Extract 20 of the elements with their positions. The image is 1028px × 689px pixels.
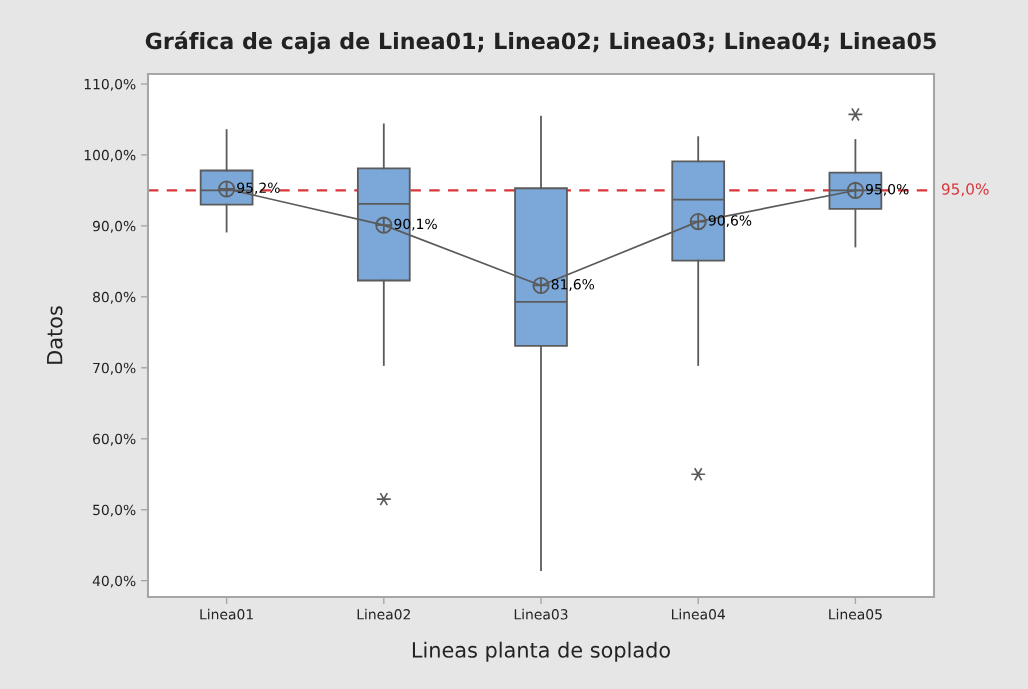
point: [532, 276, 550, 295]
x-axis-title: Lineas planta de soplado: [412, 641, 670, 662]
chart-title: Gráfica de caja de Linea01; Linea02; Linea03; Linea04; Linea05: [145, 31, 936, 54]
y-tick-label: 70,0%: [93, 362, 136, 375]
x-tick-label: Linea04: [672, 608, 725, 620]
y-tick-label: 90,0%: [92, 220, 136, 233]
x-tick-label: Linea03: [514, 608, 568, 620]
y-tick-label: 50,0%: [93, 504, 136, 517]
y-tick-label: 40,0%: [92, 575, 136, 588]
y-tick-label: 80,0%: [93, 291, 136, 304]
x-tick-label: Linea05: [829, 608, 882, 620]
point: [689, 213, 707, 231]
x-tick-label: Linea01: [200, 608, 253, 620]
y-tick-label: 60,0%: [93, 433, 136, 446]
y-axis-title: Datos: [47, 306, 63, 364]
y-tick-label: 110,0%: [84, 78, 136, 91]
x-tick-label: Linea02: [357, 608, 410, 620]
y-tick-label: 100,0%: [84, 149, 136, 162]
ref-line-label: 95,0%: [941, 183, 989, 197]
point: [375, 216, 393, 234]
